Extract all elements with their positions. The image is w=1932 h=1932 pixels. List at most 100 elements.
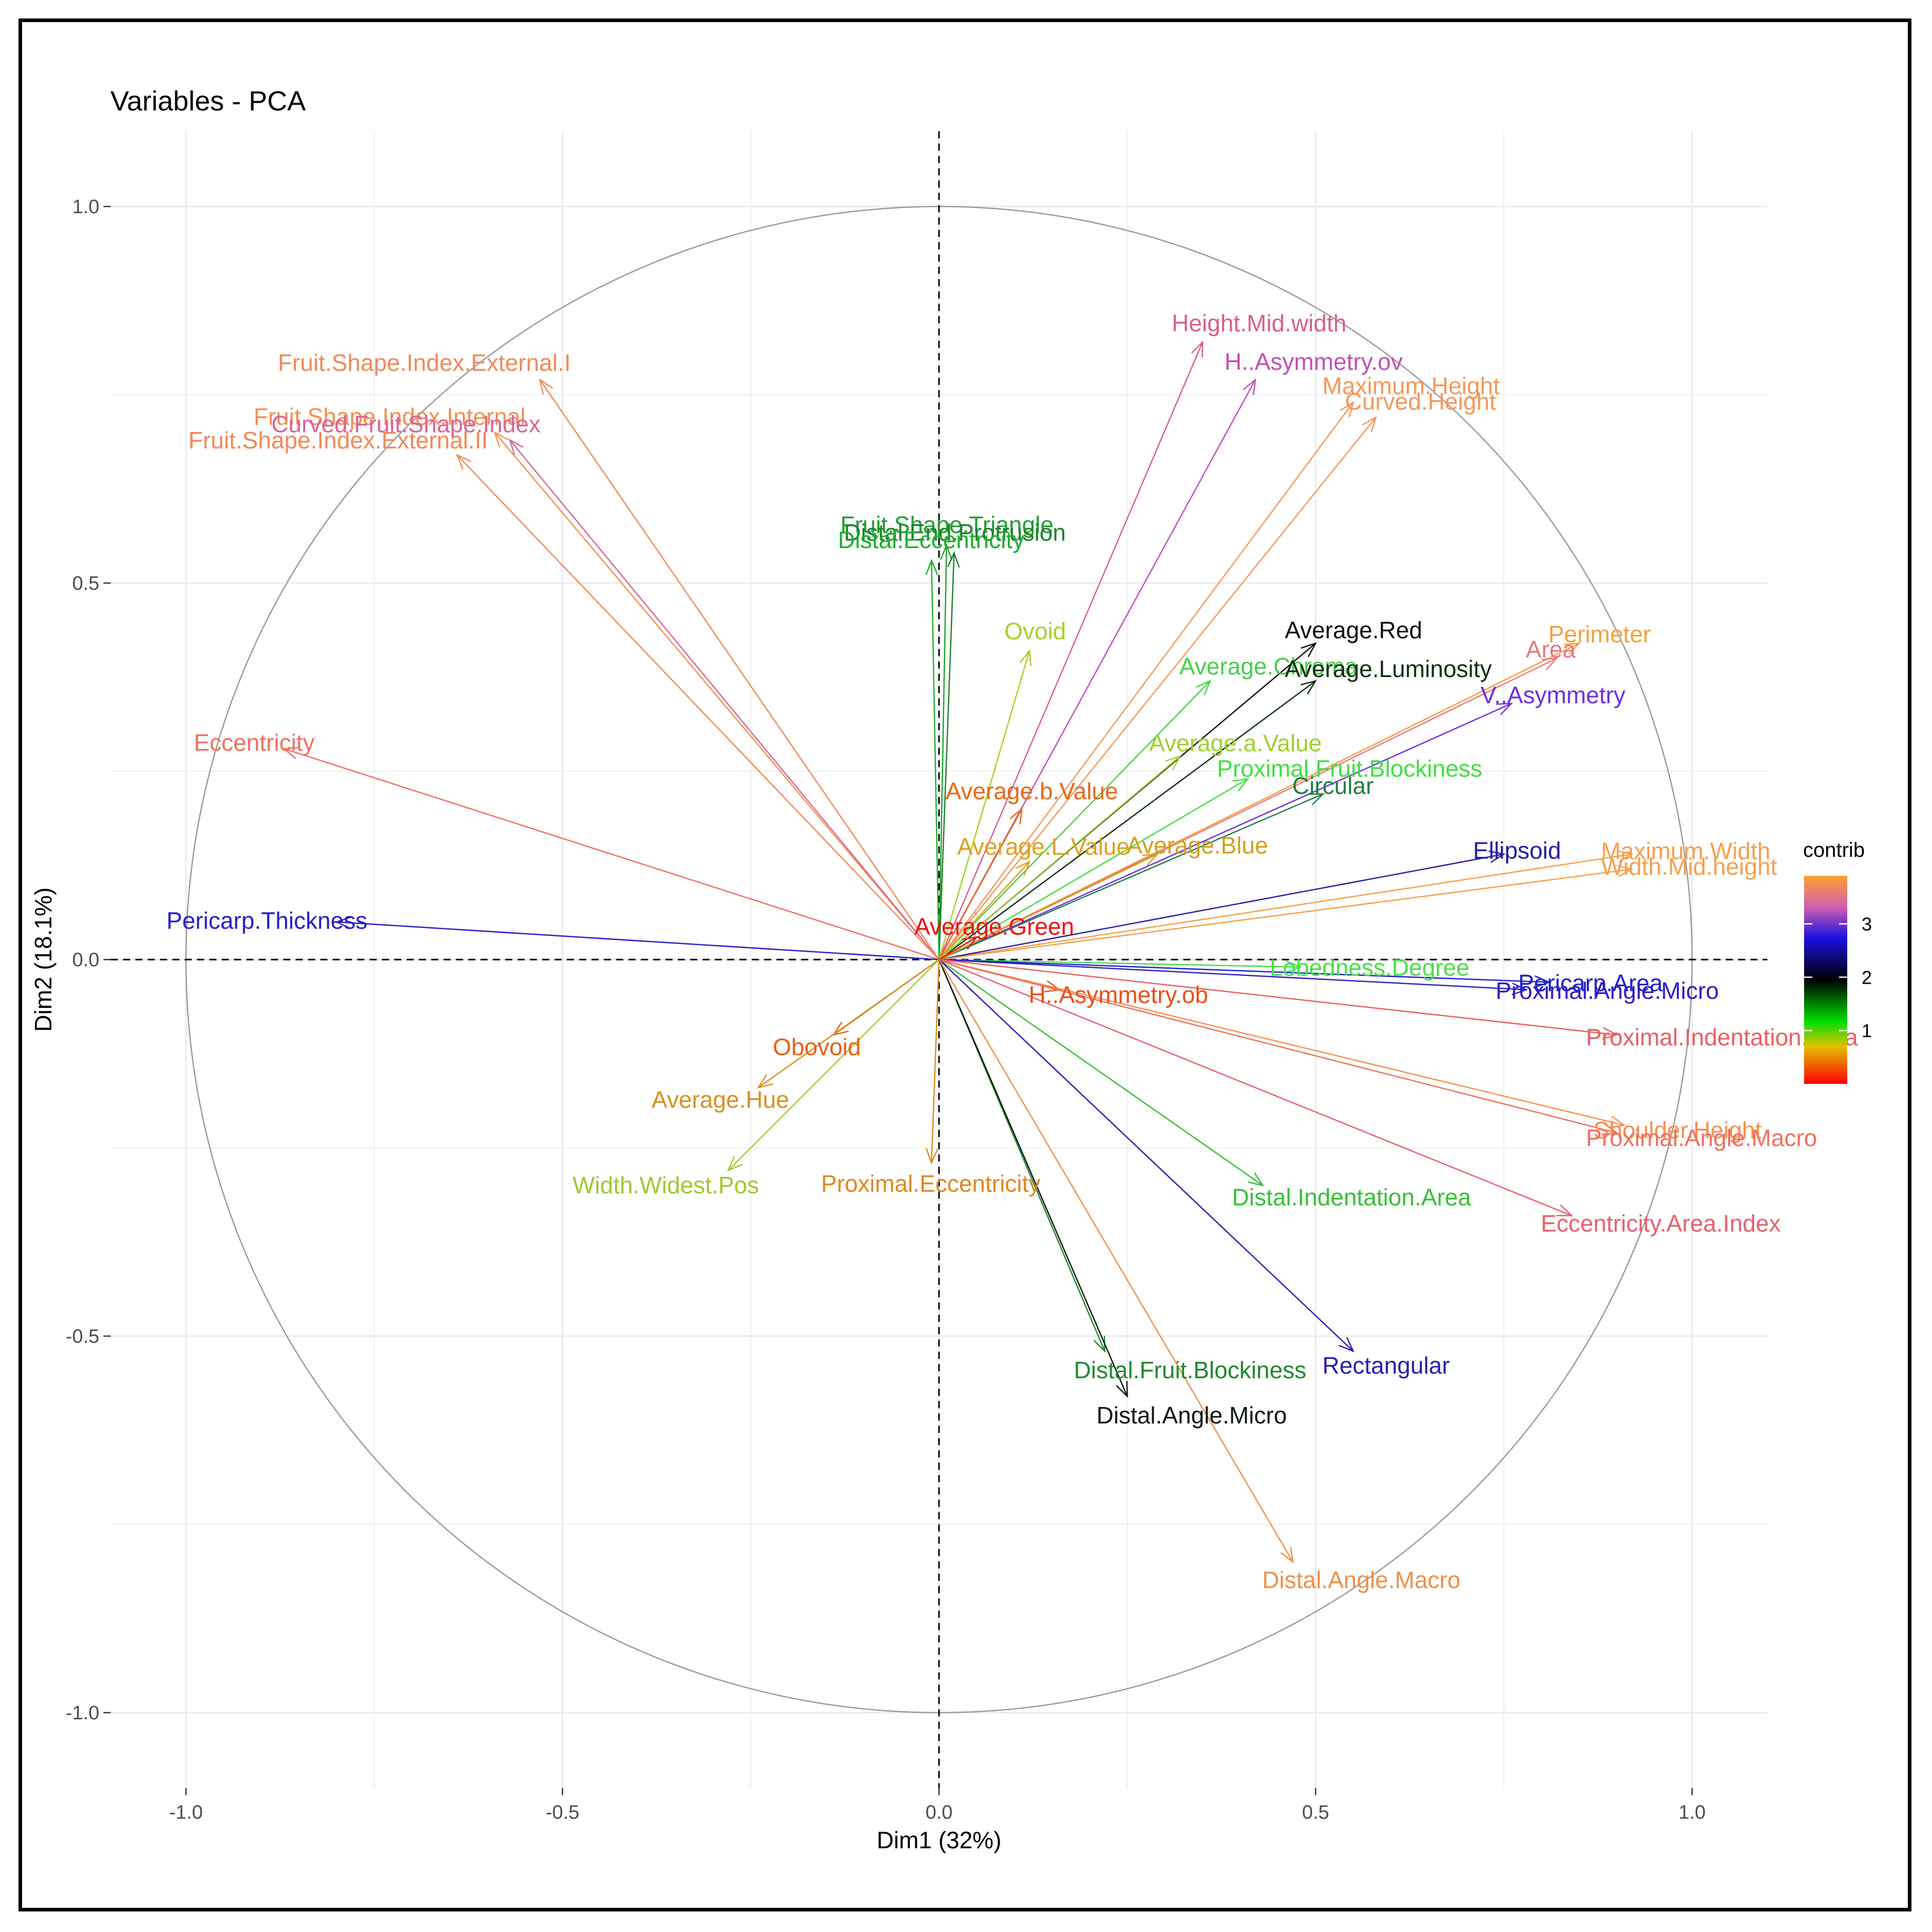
arrow-head [1307,793,1325,805]
variable-label: Proximal.Fruit.Blockiness [1217,755,1482,782]
x-tick-label: 0.5 [1302,1802,1329,1824]
arrow-shaft [939,853,1632,961]
variable-label: Distal.Eccentricity [838,527,1024,553]
arrow-head [1617,850,1634,863]
arrow-shaft [939,959,1527,990]
variable-label: V..Asymmetry [1480,682,1625,708]
arrow-head [1093,1336,1105,1353]
variable-label: Obovoid [773,1034,861,1060]
arrow-head [947,551,960,568]
arrow-shaft [939,853,1504,961]
arrow-shaft [938,959,1128,1397]
variable-arrow [939,959,1626,1129]
variable-label: Ovoid [1004,618,1066,645]
arrow-head [282,747,299,759]
arrow-head [456,454,472,470]
variable-label: Average.Luminosity [1285,655,1492,682]
arrow-head [1511,982,1528,996]
arrow-head [1301,642,1317,658]
arrow-shaft [939,959,1354,1352]
legend-ticks: 1 2 3 [1804,913,1872,1041]
variable-label: Average.Chroma [1179,653,1358,680]
variable-label: Height.Mid.width [1172,310,1346,336]
arrow-shaft [938,959,1294,1563]
variable-label: Fruit.Shape.Index.External.I [278,349,571,376]
arrow-shaft [939,959,1572,1216]
variable-arrow [757,959,940,1089]
arrow-head [1191,340,1204,358]
arrow-head [1496,703,1513,715]
figure-frame [18,18,1911,1911]
variable-arrow [939,959,1551,988]
variable-label: Width.Mid.height [1601,853,1777,880]
variable-arrows [282,340,1634,1564]
arrow-head [539,378,553,395]
variable-label: Average.Hue [651,1086,789,1113]
variable-arrow [939,959,1619,1136]
variable-label: H..Asymmetry.ov [1225,348,1403,375]
arrow-head [1338,1337,1355,1353]
arrow-shaft [938,650,1030,960]
x-tick-label: 0.0 [926,1802,953,1824]
arrow-shaft [939,936,977,961]
variable-arrow [938,959,1128,1398]
arrow-head [1602,1027,1619,1040]
variable-label: Average.Green [914,913,1074,940]
arrow-head [509,438,524,455]
arrow-head [1534,975,1551,988]
arrow-shaft [939,703,1512,961]
arrow-shaft [939,959,1617,1134]
arrow-head [1019,649,1032,666]
variable-arrow [926,959,940,1165]
variable-label: Perimeter [1548,621,1650,648]
arrow-shaft [939,959,1264,1186]
arrow-shaft [939,680,1316,961]
legend: contrib 1 2 3 [1803,839,1872,1084]
arrow-shaft [938,402,1354,960]
arrow-head [1232,778,1249,792]
arrow-head [1362,416,1377,433]
arrow-head [1556,1204,1573,1216]
variable-label: Average.a.Value [1149,729,1322,756]
variable-labels: Fruit.Shape.Index.External.I Fruit.Shape.… [166,310,1858,1593]
arrow-shaft [938,545,947,960]
arrow-shaft [509,439,940,960]
variable-arrow [938,959,1294,1564]
variable-label: Area [1526,636,1576,663]
arrow-shaft [931,959,940,1163]
arrow-head [1300,680,1317,695]
variable-arrow [727,959,940,1172]
variable-arrow [939,860,1031,960]
arrow-head [1015,860,1031,876]
arrow-head [1617,865,1634,877]
variable-arrow [509,438,940,960]
variable-label: Shoulder.Height [1593,1117,1762,1143]
legend-title: contrib [1803,839,1865,861]
variable-arrow [938,649,1032,960]
legend-tick-label: 1 [1862,1020,1872,1041]
arrow-head [940,543,953,560]
arrow-shaft [939,868,1632,961]
variable-arrow [334,916,940,961]
arrow-head [1009,807,1023,824]
arrow-head [1601,1123,1619,1136]
variable-label: Maximum.Height [1322,372,1499,399]
arrow-head [334,916,352,929]
arrow-head [926,1148,939,1165]
arrow-head [1044,980,1061,992]
variable-arrow [939,850,1634,961]
variable-arrow [939,865,1634,961]
variable-label: Average.L.Value [957,833,1130,860]
variable-label: Eccentricity.Area.Index [1541,1210,1780,1236]
variable-label: Fruit.Shape.Index.External.II [189,427,488,454]
variable-arrow [939,755,1181,960]
arrow-head [1564,642,1581,655]
variable-label: Average.Blue [1127,832,1268,858]
variable-arrow [939,936,979,961]
variable-arrow [282,747,940,961]
x-tick-label: -1.0 [169,1802,202,1824]
arrow-shaft [938,553,955,960]
variable-label: Rectangular [1322,1352,1450,1379]
legend-tick-label: 2 [1862,967,1872,988]
